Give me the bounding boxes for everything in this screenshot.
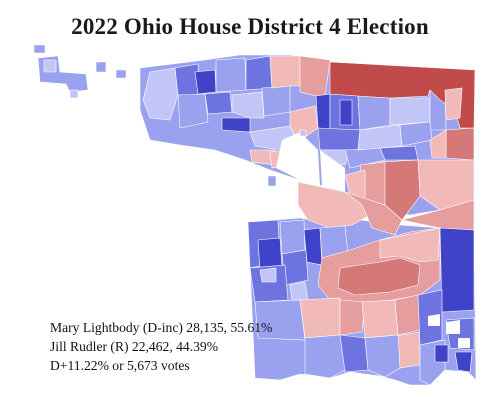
precinct-region bbox=[389, 97, 431, 126]
precinct-region bbox=[357, 95, 391, 131]
precinct-region bbox=[194, 69, 217, 95]
democrat-result: Mary Lightbody (D-inc) 28,135, 55.61% bbox=[50, 320, 273, 335]
precinct-region bbox=[267, 175, 277, 187]
precinct-region bbox=[344, 191, 403, 236]
results-box: Mary Lightbody (D-inc) 28,135, 55.61% Ji… bbox=[50, 318, 272, 375]
precinct-region bbox=[231, 91, 265, 119]
precinct-region bbox=[439, 227, 475, 313]
precinct-region bbox=[303, 227, 323, 266]
precinct-region bbox=[221, 117, 251, 133]
precinct-region bbox=[69, 89, 79, 99]
precinct-region bbox=[339, 99, 353, 126]
precinct-region bbox=[43, 59, 57, 73]
white-gap bbox=[320, 150, 345, 192]
precinct-region bbox=[257, 237, 283, 271]
precinct-region bbox=[339, 334, 369, 373]
precinct-region bbox=[429, 129, 447, 159]
white-gap bbox=[276, 132, 320, 185]
margin-result: D+11.22% or 5,673 votes bbox=[50, 358, 190, 373]
precinct-region bbox=[299, 55, 331, 99]
precinct-region bbox=[289, 281, 309, 301]
precinct-region bbox=[304, 334, 346, 379]
white-gap bbox=[446, 320, 460, 334]
precinct-region bbox=[299, 297, 341, 339]
precinct-region bbox=[339, 299, 366, 336]
map-title: 2022 Ohio House District 4 Election bbox=[71, 14, 429, 39]
precinct-region bbox=[245, 55, 273, 91]
precinct-region bbox=[299, 129, 307, 137]
precinct-region bbox=[454, 351, 473, 373]
precinct-region bbox=[329, 61, 476, 129]
precinct-region bbox=[215, 57, 247, 93]
precinct-region bbox=[289, 105, 319, 143]
precinct-region bbox=[261, 85, 291, 117]
precinct-region bbox=[315, 93, 331, 131]
precinct-region bbox=[317, 127, 361, 151]
precinct-region bbox=[357, 124, 403, 151]
precinct-region bbox=[379, 227, 441, 263]
precinct-region bbox=[177, 93, 209, 129]
republican-result: Jill Rudler (R) 22,462, 44.39% bbox=[50, 339, 219, 354]
precinct-region bbox=[33, 44, 46, 54]
precinct-region bbox=[95, 61, 107, 73]
precinct-region bbox=[379, 145, 419, 161]
precinct-region bbox=[445, 127, 475, 161]
precinct-region bbox=[269, 55, 301, 89]
precinct-region bbox=[361, 299, 399, 339]
precinct-region bbox=[364, 334, 401, 378]
precinct-region bbox=[204, 91, 233, 115]
precinct-region bbox=[115, 69, 127, 79]
precinct-region bbox=[249, 264, 289, 303]
precinct-region bbox=[444, 87, 463, 121]
precinct-region bbox=[394, 294, 421, 336]
precinct-region bbox=[434, 344, 449, 363]
precinct-region bbox=[401, 199, 475, 231]
precinct-region bbox=[259, 267, 277, 283]
precinct-region bbox=[279, 219, 306, 255]
precinct-region bbox=[337, 257, 421, 296]
white-gap bbox=[428, 314, 440, 326]
white-gap bbox=[458, 338, 470, 348]
